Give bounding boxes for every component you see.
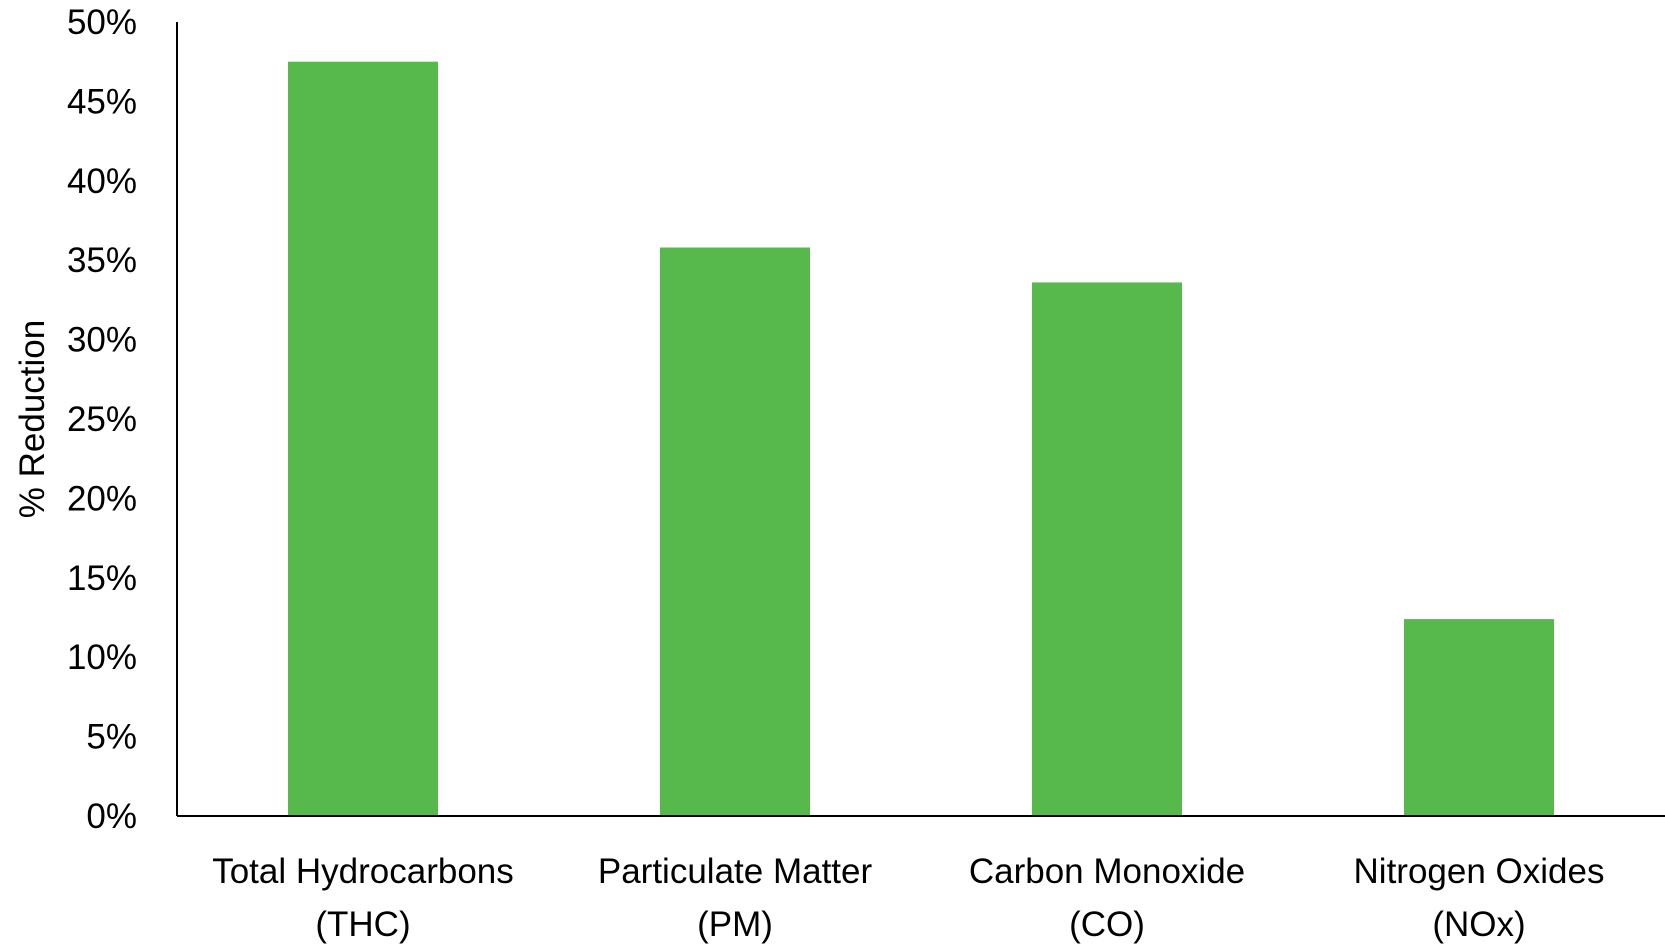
- y-tick-label: 5%: [86, 718, 137, 757]
- y-tick-label: 50%: [67, 3, 137, 42]
- y-tick-label: 20%: [67, 479, 137, 518]
- x-category-label-line: Total Hydrocarbons: [212, 852, 514, 891]
- x-axis-labels: Total Hydrocarbons (THC) Particulate Matte…: [212, 852, 1604, 944]
- x-category-label-line: (PM): [697, 905, 773, 944]
- x-category-label: Carbon Monoxide (CO): [969, 852, 1245, 944]
- x-category-label-line: Particulate Matter: [598, 852, 873, 891]
- y-tick-label: 15%: [67, 559, 137, 598]
- y-tick-label: 25%: [67, 400, 137, 439]
- x-category-label-line: Nitrogen Oxides: [1354, 852, 1605, 891]
- y-tick-label: 40%: [67, 162, 137, 201]
- y-tick-label: 10%: [67, 638, 137, 677]
- x-category-label-line: (NOx): [1432, 905, 1525, 944]
- x-category-label-line: Carbon Monoxide: [969, 852, 1245, 891]
- x-category-label-line: (CO): [1069, 905, 1145, 944]
- y-tick-label: 30%: [67, 321, 137, 360]
- y-tick-label: 45%: [67, 82, 137, 121]
- x-category-label: Particulate Matter (PM): [598, 852, 873, 944]
- y-axis-ticks: 0% 5% 10% 15% 20% 25% 30% 35% 40% 45% 50%: [67, 3, 137, 836]
- bars: [288, 61, 1554, 817]
- y-tick-label: 35%: [67, 241, 137, 280]
- y-axis-title: % Reduction: [13, 320, 52, 518]
- bar: [660, 247, 810, 817]
- x-category-label-line: (THC): [315, 905, 410, 944]
- x-category-label: Total Hydrocarbons (THC): [212, 852, 514, 944]
- y-tick-label: 0%: [86, 797, 137, 836]
- x-category-label: Nitrogen Oxides (NOx): [1354, 852, 1605, 944]
- bar: [288, 61, 438, 816]
- bar: [1404, 619, 1554, 816]
- bar: [1032, 282, 1182, 816]
